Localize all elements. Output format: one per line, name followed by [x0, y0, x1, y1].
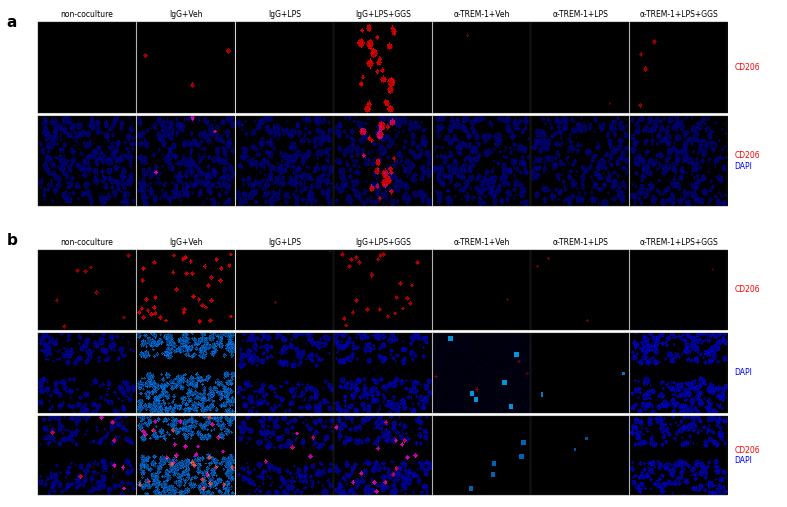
Text: IgG+Veh: IgG+Veh — [169, 238, 202, 247]
Text: IgG+Veh: IgG+Veh — [169, 10, 202, 19]
Text: a: a — [6, 15, 17, 30]
Text: non-coculture: non-coculture — [61, 238, 113, 247]
Text: DAPI: DAPI — [734, 368, 752, 377]
Text: α-TREM-1+Veh: α-TREM-1+Veh — [453, 10, 510, 19]
Text: IgG+LPS+GGS: IgG+LPS+GGS — [355, 238, 411, 247]
Text: CD206: CD206 — [734, 63, 760, 71]
Text: α-TREM-1+LPS: α-TREM-1+LPS — [552, 10, 608, 19]
Text: DAPI: DAPI — [734, 162, 752, 170]
Text: IgG+LPS: IgG+LPS — [268, 10, 301, 19]
Text: α-TREM-1+Veh: α-TREM-1+Veh — [453, 238, 510, 247]
Text: IgG+LPS: IgG+LPS — [268, 238, 301, 247]
Text: IgG+LPS+GGS: IgG+LPS+GGS — [355, 10, 411, 19]
Text: CD206: CD206 — [734, 285, 760, 295]
Text: CD206: CD206 — [734, 152, 760, 160]
Text: α-TREM-1+LPS+GGS: α-TREM-1+LPS+GGS — [639, 10, 718, 19]
Text: α-TREM-1+LPS: α-TREM-1+LPS — [552, 238, 608, 247]
Text: non-coculture: non-coculture — [61, 10, 113, 19]
Text: DAPI: DAPI — [734, 456, 752, 465]
Text: CD206: CD206 — [734, 446, 760, 455]
Text: b: b — [6, 233, 17, 248]
Text: α-TREM-1+LPS+GGS: α-TREM-1+LPS+GGS — [639, 238, 718, 247]
